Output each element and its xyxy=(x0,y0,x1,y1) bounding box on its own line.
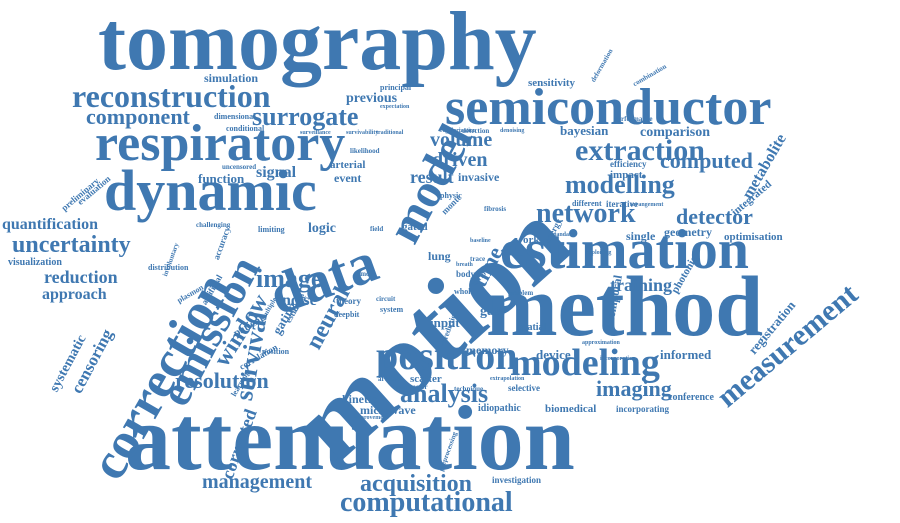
word-different: different xyxy=(572,200,602,208)
word-uncertainty: uncertainty xyxy=(12,233,131,257)
word-body: body xyxy=(456,270,475,279)
word-spatial: spatial xyxy=(518,323,546,333)
word-optimisation: optimisation xyxy=(724,232,783,243)
word-tumor: tumor xyxy=(354,271,373,278)
word-standard: standard xyxy=(552,232,575,238)
word-component: component xyxy=(86,106,190,128)
word-problem: problem xyxy=(508,290,533,297)
word-artefact: artefact xyxy=(378,376,401,383)
word-regularization: regularization xyxy=(440,128,476,134)
word-arterial: arterial xyxy=(330,160,365,171)
word-surrogate: surrogate xyxy=(252,104,358,130)
word-invasive: invasive xyxy=(458,171,499,183)
word-single: single xyxy=(626,230,655,242)
word-expectation: expectation xyxy=(380,104,409,110)
word-memory: memory xyxy=(466,344,509,356)
word-deepbit: deepbit xyxy=(334,311,359,319)
word-baseline: baseline xyxy=(470,238,491,244)
word-technique: technique xyxy=(454,386,483,393)
word-extrapolation: extrapolation xyxy=(490,376,524,382)
word-denoising: denoising xyxy=(500,128,524,134)
word-improvement: improvement xyxy=(354,415,388,421)
word-whole: whole xyxy=(454,288,474,296)
word-informed: informed xyxy=(660,348,711,361)
word-dimensional: dimensional xyxy=(214,113,255,121)
word-efficiency: efficiency xyxy=(610,160,646,169)
word-incorporation: incorporation xyxy=(600,356,635,362)
word-resolution: resolution xyxy=(175,370,269,392)
word-reduction: reduction xyxy=(44,268,118,286)
word-comparison: comparison xyxy=(640,126,710,140)
word-circuit: circuit xyxy=(376,296,395,303)
word-geometry: geometry xyxy=(664,226,712,238)
word-lung: lung xyxy=(428,250,451,262)
word-involuntary: involuntary xyxy=(162,242,181,277)
word-exploiting: exploiting xyxy=(586,250,611,256)
word-idiopathic: idiopathic xyxy=(478,404,521,414)
word-quantification: quantification xyxy=(2,217,98,233)
word-function: function xyxy=(198,172,244,185)
word-visualization: visualization xyxy=(8,258,62,268)
word-performance: performance xyxy=(614,116,652,123)
word-image: image xyxy=(256,266,322,292)
word-kinetic: kinetic xyxy=(342,393,377,405)
word-arrangement: arrangement xyxy=(630,202,663,208)
word-gate: gate xyxy=(480,305,505,319)
word-work: work xyxy=(515,235,539,246)
word-impact: impact xyxy=(610,170,642,181)
word-device: device xyxy=(536,348,571,361)
word-principal: principal xyxy=(380,84,411,92)
word-approximation: approximation xyxy=(582,340,620,346)
word-field: field xyxy=(370,226,383,233)
word-selective: selective xyxy=(508,384,540,393)
word-traditional: traditional xyxy=(376,130,403,136)
word-physic: physic xyxy=(440,192,462,200)
word-approach: approach xyxy=(42,287,107,303)
word-uncensored: uncensored xyxy=(222,164,256,171)
word-conditional: conditional xyxy=(226,125,264,133)
word-system: system xyxy=(380,306,403,314)
word-surveillance: surveillance xyxy=(300,130,331,136)
word-imaging: imaging xyxy=(596,378,672,400)
word-conference: conference xyxy=(668,393,714,403)
word-likelihood: likelihood xyxy=(350,148,380,155)
word-theory: theory xyxy=(336,297,361,306)
word-breath: breath xyxy=(456,262,473,268)
word-logic: logic xyxy=(308,222,336,236)
word-gated: gated xyxy=(402,222,428,233)
word-acquisition: acquisition xyxy=(360,472,472,496)
word-simulation: simulation xyxy=(204,72,258,84)
word-computed: computed xyxy=(660,150,753,172)
word-fibrosis: fibrosis xyxy=(484,206,506,213)
word-signal: signal xyxy=(256,165,296,181)
word-challenging: challenging xyxy=(196,222,230,229)
word-event: event xyxy=(334,172,361,184)
word-sensitivity: sensitivity xyxy=(528,78,575,89)
word-parameter: parameter xyxy=(396,384,427,391)
word-tomography: tomography xyxy=(98,0,537,84)
word-incorporating: incorporating xyxy=(616,405,669,414)
word-result: result xyxy=(410,168,454,186)
word-investigation: investigation xyxy=(492,476,541,485)
word-biomedical: biomedical xyxy=(545,404,596,415)
word-survivability: survivability xyxy=(346,130,378,136)
word-bayesian: bayesian xyxy=(560,124,608,137)
word-limiting: limiting xyxy=(258,226,285,234)
